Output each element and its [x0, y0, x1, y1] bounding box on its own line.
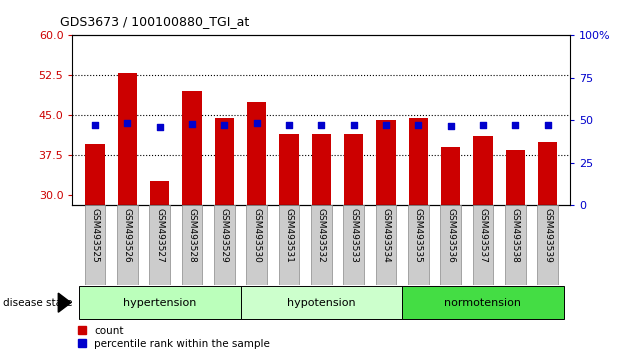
FancyBboxPatch shape [343, 205, 364, 285]
Point [413, 122, 423, 127]
Bar [118, 73, 137, 205]
FancyBboxPatch shape [149, 205, 170, 285]
Bar [409, 118, 428, 205]
Text: GSM493533: GSM493533 [349, 208, 358, 263]
Point [510, 122, 520, 128]
Bar [538, 142, 557, 205]
Text: GSM493528: GSM493528 [188, 208, 197, 262]
Legend: count, percentile rank within the sample: count, percentile rank within the sample [77, 326, 270, 349]
Point [445, 124, 455, 129]
Point [284, 122, 294, 127]
FancyBboxPatch shape [472, 205, 493, 285]
Point [478, 122, 488, 128]
Bar [473, 136, 493, 205]
Text: GDS3673 / 100100880_TGI_at: GDS3673 / 100100880_TGI_at [60, 15, 249, 28]
FancyBboxPatch shape [402, 286, 564, 319]
Point [251, 120, 261, 126]
Point [155, 124, 165, 130]
Text: normotension: normotension [444, 298, 522, 308]
FancyBboxPatch shape [278, 205, 299, 285]
Text: GSM493536: GSM493536 [446, 208, 455, 263]
FancyBboxPatch shape [408, 205, 428, 285]
Text: GSM493537: GSM493537 [478, 208, 488, 263]
Text: GSM493539: GSM493539 [543, 208, 552, 263]
Point [348, 122, 358, 128]
Text: GSM493530: GSM493530 [252, 208, 261, 263]
FancyBboxPatch shape [375, 205, 396, 285]
Text: GSM493531: GSM493531 [285, 208, 294, 263]
Point [542, 122, 553, 127]
FancyBboxPatch shape [79, 286, 241, 319]
Text: GSM493535: GSM493535 [414, 208, 423, 263]
FancyBboxPatch shape [181, 205, 202, 285]
FancyBboxPatch shape [214, 205, 235, 285]
Bar [215, 118, 234, 205]
FancyBboxPatch shape [241, 286, 402, 319]
FancyBboxPatch shape [246, 205, 267, 285]
Polygon shape [58, 293, 71, 312]
Text: GSM493538: GSM493538 [511, 208, 520, 263]
Bar [182, 91, 202, 205]
FancyBboxPatch shape [440, 205, 461, 285]
Text: GSM493532: GSM493532 [317, 208, 326, 262]
Bar [441, 147, 461, 205]
Text: GSM493527: GSM493527 [155, 208, 164, 262]
Bar [150, 181, 169, 205]
Bar [247, 102, 266, 205]
Text: GSM493529: GSM493529 [220, 208, 229, 262]
Text: GSM493526: GSM493526 [123, 208, 132, 262]
Point [90, 122, 100, 128]
Bar [344, 133, 364, 205]
Text: disease state: disease state [3, 298, 72, 308]
Bar [505, 149, 525, 205]
Point [381, 122, 391, 127]
Bar [376, 120, 396, 205]
Text: GSM493534: GSM493534 [381, 208, 391, 262]
FancyBboxPatch shape [505, 205, 525, 285]
FancyBboxPatch shape [117, 205, 138, 285]
FancyBboxPatch shape [537, 205, 558, 285]
Point [122, 120, 132, 126]
Bar [312, 133, 331, 205]
Bar [279, 133, 299, 205]
Text: hypotension: hypotension [287, 298, 355, 308]
Point [316, 122, 326, 128]
FancyBboxPatch shape [84, 205, 105, 285]
Point [187, 121, 197, 127]
Text: GSM493525: GSM493525 [91, 208, 100, 262]
Point [219, 122, 229, 127]
FancyBboxPatch shape [311, 205, 331, 285]
Text: hypertension: hypertension [123, 298, 197, 308]
Bar [86, 144, 105, 205]
